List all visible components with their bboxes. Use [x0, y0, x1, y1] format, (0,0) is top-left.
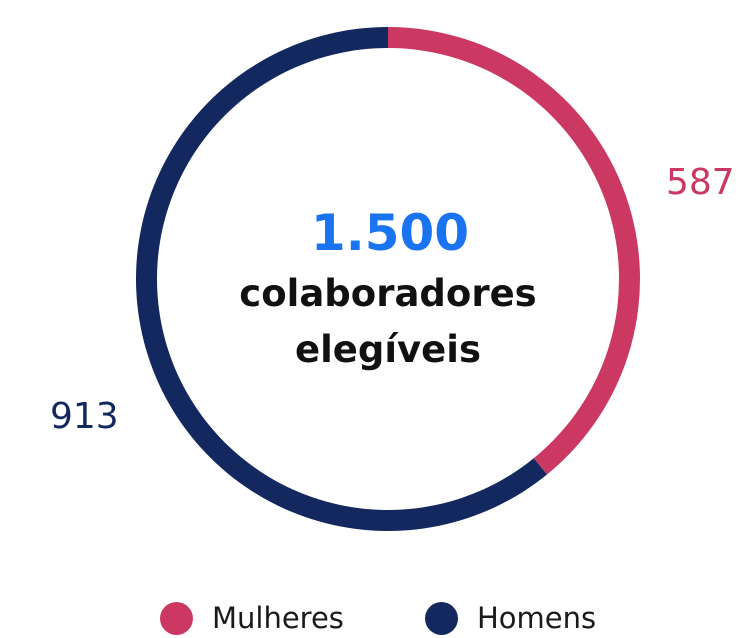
- slice-homens: [136, 27, 547, 531]
- slice-label-mulheres: 587: [666, 162, 735, 203]
- legend-label-homens: Homens: [477, 601, 597, 635]
- chart-legend: Mulheres Homens: [0, 600, 748, 636]
- center-label-line2: elegíveis: [295, 328, 481, 371]
- legend-label-mulheres: Mulheres: [212, 601, 344, 635]
- legend-item-homens: Homens: [425, 600, 596, 636]
- slice-mulheres: [388, 27, 640, 475]
- legend-item-mulheres: Mulheres: [160, 600, 344, 636]
- center-total: 1.500: [311, 204, 469, 262]
- slice-label-homens: 913: [50, 396, 119, 437]
- legend-swatch-mulheres: [160, 601, 193, 635]
- donut-slices: [136, 27, 640, 531]
- center-label-line1: colaboradores: [239, 272, 536, 315]
- legend-swatch-homens: [425, 601, 458, 635]
